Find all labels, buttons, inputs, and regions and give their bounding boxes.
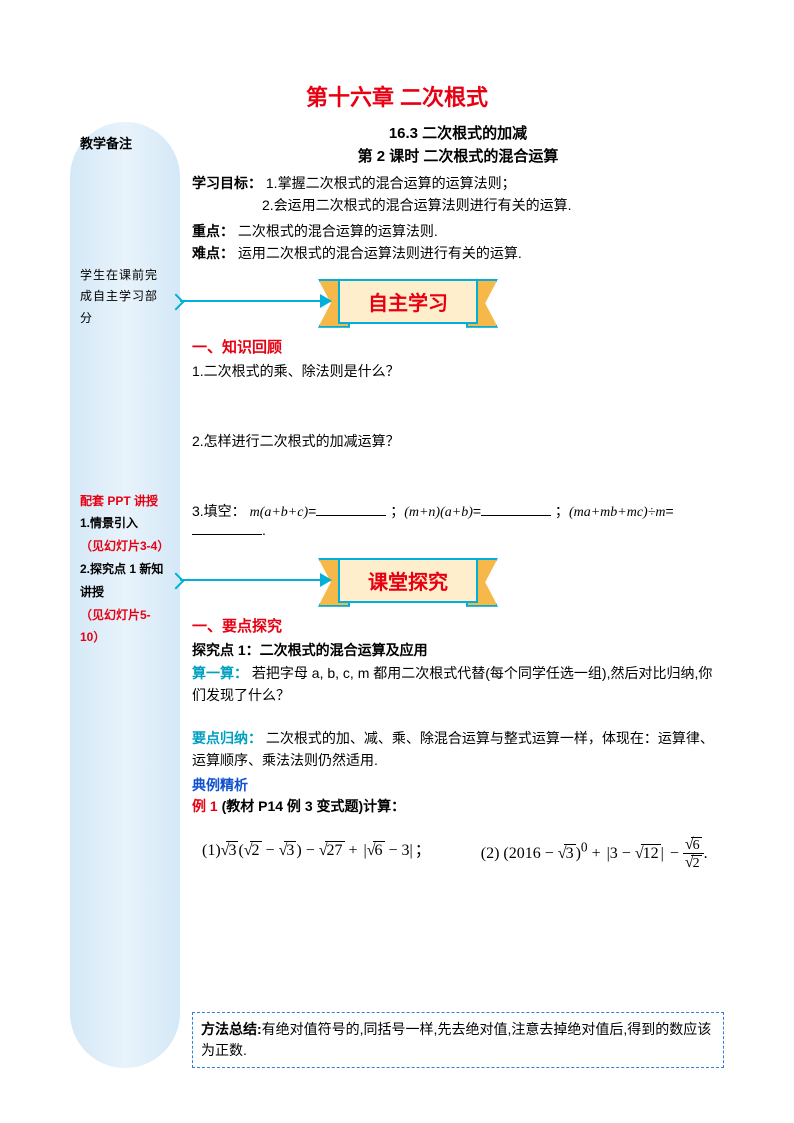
keypoint-label: 重点： — [192, 223, 234, 239]
blank-2[interactable] — [481, 502, 551, 516]
method-text: 有绝对值符号的,同括号一样,先去绝对值,注意去掉绝对值后,得到的数应该为正数. — [201, 1021, 711, 1058]
blank-1[interactable] — [316, 502, 386, 516]
goal-1: 1.掌握二次根式的混合运算的运算法则； — [266, 175, 516, 191]
goals-label: 学习目标： — [192, 175, 262, 191]
example-section-label: 典例精析 — [192, 775, 724, 795]
example-src: (教材 P14 例 3 变式题)计算： — [222, 798, 406, 814]
banner-text: 课堂探究 — [338, 558, 478, 603]
explore-point: 探究点 1：二次根式的混合运算及应用 — [192, 640, 724, 660]
banner-self-study: 自主学习 — [192, 279, 724, 324]
example-expressions: (1)3(2 − 3) − 27 + 6 − 3； (2) (2016 − 3)… — [202, 836, 724, 872]
question-3: 3.填空： m(a+b+c)= ；(m+n)(a+b)= ；(ma+mb+mc)… — [192, 501, 724, 538]
q3-expr1: m(a+b+c) — [250, 505, 309, 520]
difficulty: 难点： 运用二次根式的混合运算法则进行有关的运算. — [192, 243, 724, 263]
question-2: 2.怎样进行二次根式的加减运算？ — [192, 431, 724, 451]
calc-label: 算一算： — [192, 665, 248, 681]
lesson-title: 第 2 课时 二次根式的混合运算 — [192, 145, 724, 166]
sidenote-item1-title: 1.情景引入 — [80, 516, 138, 530]
q3-expr3: (ma+mb+mc)÷m — [569, 505, 666, 520]
keypoint-text: 二次根式的混合运算的运算法则. — [238, 223, 438, 239]
sidebar-note-preclass: 学生在课前完成自主学习部分 — [80, 265, 170, 330]
q3-prefix: 3.填空： — [192, 503, 246, 519]
goal-2: 2.会运用二次根式的混合运算法则进行有关的运算. — [262, 197, 572, 213]
key-point: 重点： 二次根式的混合运算的运算法则. — [192, 221, 724, 241]
calc-block: 算一算： 若把字母 a, b, c, m 都用二次根式代替(每个同学任选一组),… — [192, 662, 724, 707]
arrow-icon — [180, 579, 330, 581]
learning-goals: 学习目标： 1.掌握二次根式的混合运算的运算法则； 2.会运用二次根式的混合运算… — [192, 172, 724, 217]
sidebar-ppt-notes: 配套 PPT 讲授 1.情景引入 （见幻灯片3-4） 2.探究点 1 新知讲授 … — [80, 490, 170, 650]
banner-box: 自主学习 — [338, 279, 478, 324]
sidenote-item1-ref: （见幻灯片3-4） — [80, 535, 170, 558]
sidenote-item2-title: 2.探究点 1 新知讲授 — [80, 562, 163, 599]
summary-text: 二次根式的加、减、乘、除混合运算与整式运算一样，体现在：运算律、运算顺序、乘法法… — [192, 730, 714, 768]
difficulty-label: 难点： — [192, 245, 234, 261]
chapter-title: 第十六章 二次根式 — [70, 80, 724, 112]
banner-box: 课堂探究 — [338, 558, 478, 603]
arrow-icon — [180, 300, 330, 302]
method-summary-box: 方法总结:有绝对值符号的,同括号一样,先去绝对值,注意去掉绝对值后,得到的数应该… — [192, 1012, 724, 1068]
difficulty-text: 运用二次根式的混合运算法则进行有关的运算. — [238, 245, 522, 261]
example-1: 例 1 (教材 P14 例 3 变式题)计算： — [192, 795, 724, 817]
content-area: 教学备注 学生在课前完成自主学习部分 配套 PPT 讲授 1.情景引入 （见幻灯… — [70, 122, 724, 1068]
ppt-label: 配套 PPT 讲授 — [80, 494, 158, 508]
summary-label: 要点归纳： — [192, 730, 262, 746]
section-title: 16.3 二次根式的加减 — [192, 122, 724, 143]
main-content: 16.3 二次根式的加减 第 2 课时 二次根式的混合运算 学习目标： 1.掌握… — [180, 122, 724, 1068]
sidebar-title: 教学备注 — [80, 134, 170, 155]
method-label: 方法总结: — [201, 1021, 262, 1037]
banner-text: 自主学习 — [338, 279, 478, 324]
review-heading: 一、知识回顾 — [192, 336, 724, 357]
summary-block: 要点归纳： 二次根式的加、减、乘、除混合运算与整式运算一样，体现在：运算律、运算… — [192, 727, 724, 772]
expr-2: (2) (2016 − 3)0 + 3 − 12 − 62. — [481, 836, 708, 872]
q3-expr2: (m+n)(a+b) — [404, 505, 473, 520]
example-number: 例 1 — [192, 798, 218, 814]
banner-explore: 课堂探究 — [192, 558, 724, 603]
sidenote-item2-ref: （见幻灯片5-10） — [80, 604, 170, 650]
blank-3[interactable] — [192, 521, 262, 535]
expr-1: (1)3(2 − 3) − 27 + 6 − 3； — [202, 836, 431, 872]
sidebar: 教学备注 学生在课前完成自主学习部分 配套 PPT 讲授 1.情景引入 （见幻灯… — [70, 122, 180, 1068]
explore-heading: 一、要点探究 — [192, 615, 724, 636]
question-1: 1.二次根式的乘、除法则是什么？ — [192, 361, 724, 381]
calc-text: 若把字母 a, b, c, m 都用二次根式代替(每个同学任选一组),然后对比归… — [192, 665, 712, 703]
